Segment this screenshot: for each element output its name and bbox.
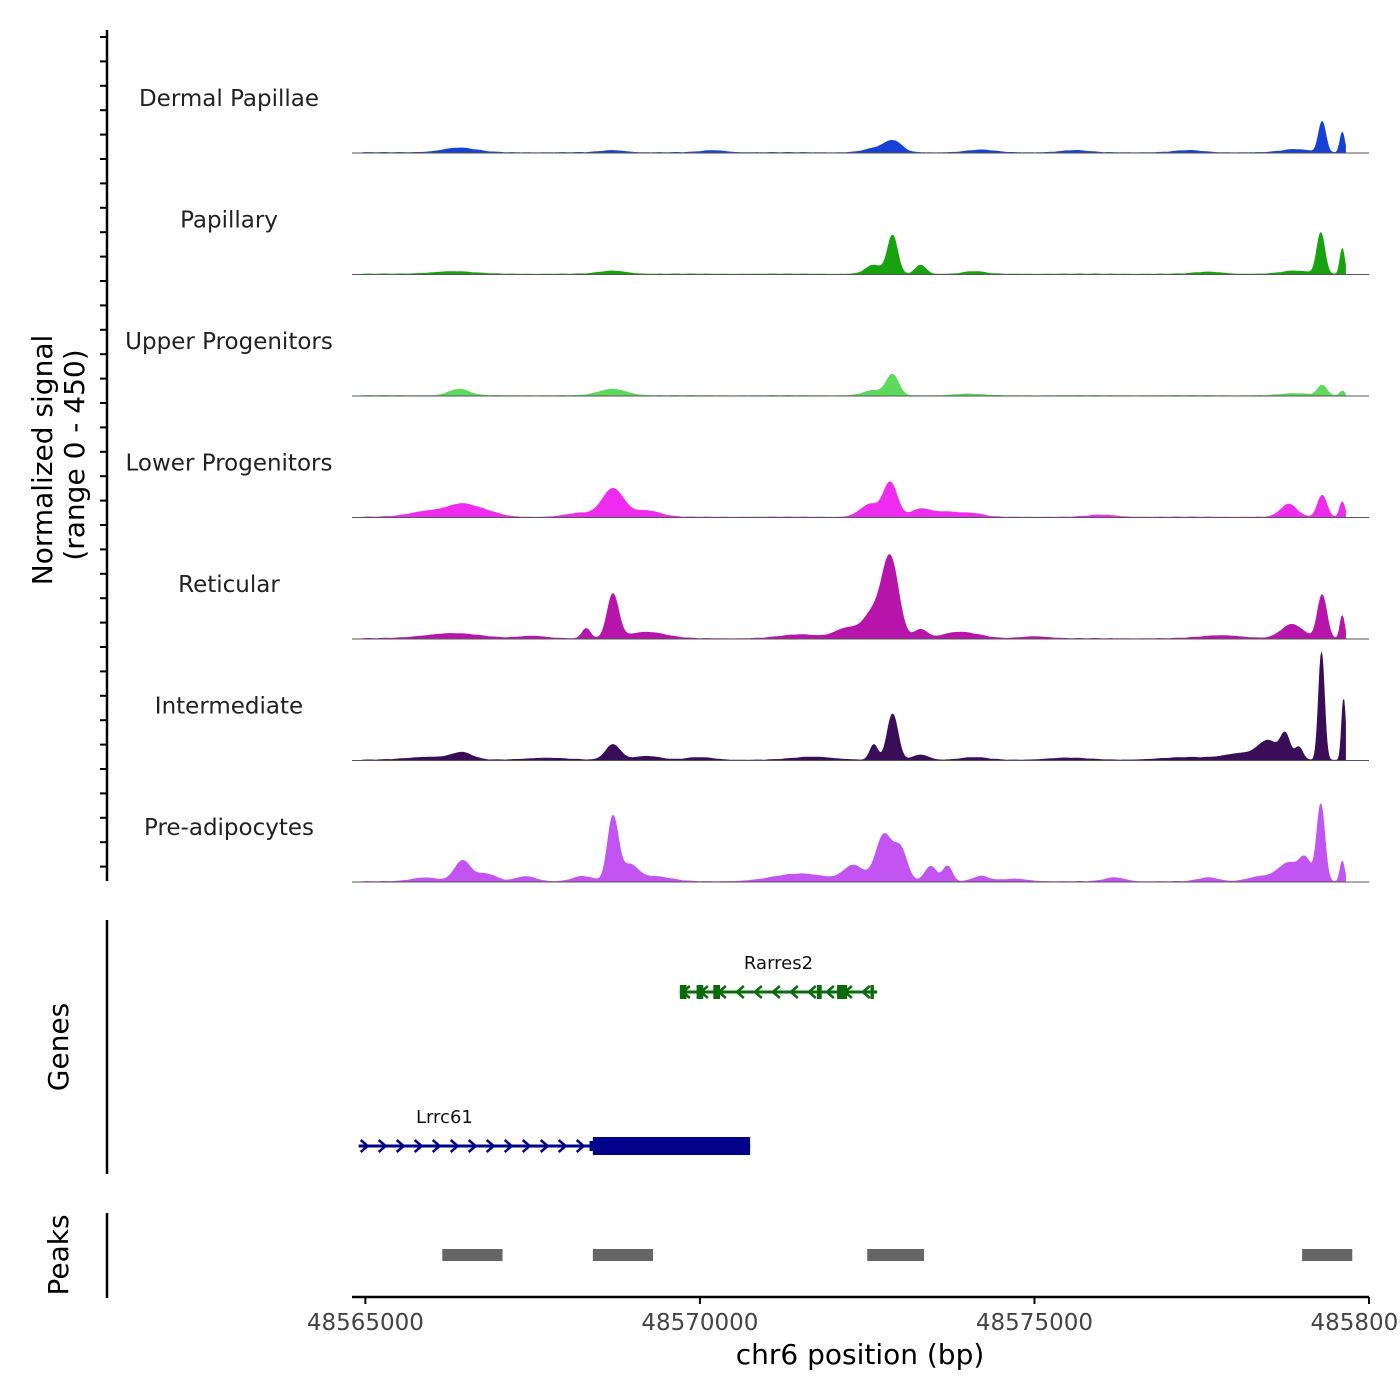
peaks-panel-label: Peaks [42, 1214, 75, 1295]
signal-track: Dermal Papillae [139, 86, 1369, 154]
signal-y-axis [100, 30, 109, 881]
strand-arrow [788, 985, 799, 999]
x-tick-label: 48575000 [976, 1310, 1093, 1336]
strand-arrow [431, 1139, 442, 1153]
utr [589, 1141, 597, 1151]
track-label: Intermediate [155, 694, 303, 720]
strand-arrow [467, 1139, 478, 1153]
x-axis-label: chr6 position (bp) [736, 1338, 985, 1371]
strand-arrow [503, 1139, 514, 1153]
peak-region [1302, 1249, 1353, 1261]
strand-arrow [806, 985, 817, 999]
signal-area [361, 121, 1346, 154]
track-label: Pre-adipocytes [144, 815, 314, 841]
strand-arrow [485, 1139, 496, 1153]
y-axis-label-line2: (range 0 - 450) [58, 349, 91, 560]
strand-arrow [824, 985, 835, 999]
gene-model: Rarres2 [679, 953, 878, 999]
signal-track: Reticular [178, 554, 1369, 640]
track-label: Lower Progenitors [126, 451, 333, 477]
peak-regions [442, 1249, 1353, 1261]
signal-area [361, 232, 1346, 275]
signal-track: Pre-adipocytes [144, 802, 1369, 883]
exon [696, 985, 704, 999]
strand-arrow [521, 1139, 532, 1153]
exon [679, 985, 687, 999]
peak-region [442, 1249, 503, 1261]
x-axis: 48565000 48570000 48575000 48580000 [307, 1295, 1400, 1336]
signal-track: Upper Progenitors [125, 329, 1369, 397]
strand-arrow [539, 1139, 550, 1153]
signal-area [361, 652, 1346, 761]
strand-arrow [359, 1139, 370, 1153]
signal-tracks: Dermal Papillae Papillary Upper Progenitor… [125, 86, 1369, 883]
strand-arrow [734, 985, 745, 999]
strand-arrow [770, 985, 781, 999]
x-tick-label: 48580000 [1310, 1310, 1400, 1336]
signal-track: Intermediate [155, 652, 1369, 761]
strand-arrow [449, 1139, 460, 1153]
signal-area [361, 481, 1346, 518]
strand-arrow [395, 1139, 406, 1153]
signal-track: Lower Progenitors [126, 451, 1369, 518]
gene-model: Lrrc61 [358, 1107, 751, 1155]
track-label: Reticular [178, 572, 280, 598]
exon [592, 1137, 751, 1155]
peak-region [867, 1249, 925, 1261]
strand-arrow [575, 1139, 586, 1153]
x-tick-label: 48570000 [641, 1310, 758, 1336]
genes-panel-label: Genes [42, 1003, 75, 1091]
x-tick-label: 48565000 [307, 1310, 424, 1336]
strand-arrow [413, 1139, 424, 1153]
signal-area [361, 373, 1346, 397]
gene-label: Rarres2 [744, 953, 813, 974]
exon [817, 985, 822, 999]
track-label: Dermal Papillae [139, 86, 319, 112]
x-ticks: 48565000 48570000 48575000 48580000 [307, 1297, 1400, 1336]
exon [713, 985, 720, 999]
gene-annotations: Rarres2 Lrrc61 [358, 953, 878, 1155]
strand-arrow [557, 1139, 568, 1153]
strand-arrow [752, 985, 763, 999]
exon [837, 985, 848, 999]
exon [870, 985, 874, 999]
signal-area [361, 802, 1346, 883]
signal-y-ticks [100, 36, 107, 868]
gene-label: Lrrc61 [416, 1107, 473, 1128]
signal-track: Papillary [180, 208, 1369, 275]
strand-arrow [860, 985, 871, 999]
strand-arrow [377, 1139, 388, 1153]
track-label: Papillary [180, 208, 278, 234]
y-axis-label-line1: Normalized signal [26, 335, 59, 586]
peak-region [592, 1249, 654, 1261]
signal-area [361, 554, 1346, 640]
track-label: Upper Progenitors [125, 329, 333, 355]
